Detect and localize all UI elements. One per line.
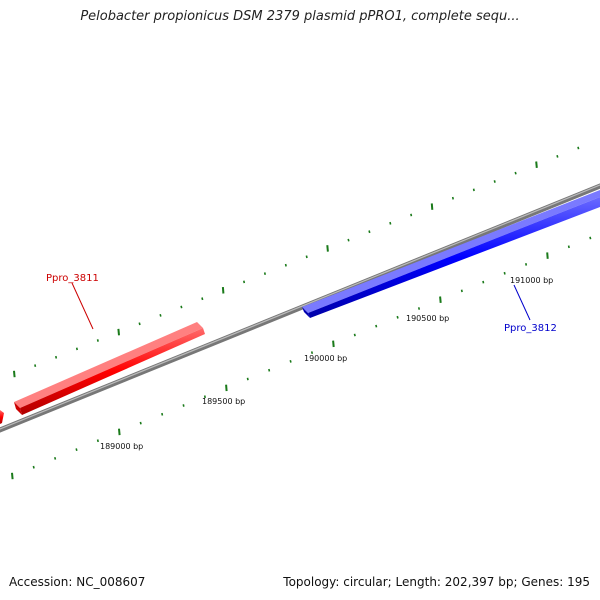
inner-ruler-tick xyxy=(460,289,463,293)
outer-ruler-ticks xyxy=(13,146,580,378)
outer-ruler-tick xyxy=(117,328,120,336)
inner-ruler-tick xyxy=(54,457,57,460)
outer-ruler-tick xyxy=(221,287,225,294)
inner-ruler-tick xyxy=(246,377,249,381)
inner-ruler-tick xyxy=(332,340,335,348)
inner-ruler-tick xyxy=(161,412,164,416)
accession-text: Accession: NC_008607 xyxy=(9,575,146,589)
outer-ruler-tick xyxy=(34,364,37,367)
inner-ruler-tick xyxy=(439,296,442,303)
outer-ruler-tick xyxy=(514,171,517,175)
ruler-label-190500: 190500 bp xyxy=(406,314,449,323)
ruler-label-190000: 190000 bp xyxy=(304,354,347,363)
outer-ruler-tick xyxy=(368,230,371,234)
inner-ruler-tick xyxy=(11,472,14,480)
ruler-label-189500: 189500 bp xyxy=(202,397,245,406)
inner-ruler-tick xyxy=(375,324,378,328)
outer-ruler-tick xyxy=(347,238,350,242)
gene-label-ppro-3812[interactable]: Ppro_3812 xyxy=(504,323,557,334)
ruler-label-189000: 189000 bp xyxy=(100,442,143,451)
inner-ruler-tick xyxy=(353,333,356,337)
outer-ruler-tick xyxy=(201,297,204,301)
backbone-highlight xyxy=(0,184,600,430)
outer-ruler-tick xyxy=(556,155,559,158)
inner-ruler-tick xyxy=(96,439,99,443)
inner-ruler-tick xyxy=(396,315,399,319)
label-leader-ppro-3812 xyxy=(513,284,531,321)
page-title: Pelobacter propionicus DSM 2379 plasmid … xyxy=(80,9,520,24)
outer-ruler-tick xyxy=(472,188,475,192)
inner-ruler-tick xyxy=(139,421,142,425)
inner-ruler-tick xyxy=(589,236,592,240)
inner-ruler-tick xyxy=(182,404,185,407)
outer-ruler-tick xyxy=(389,221,392,225)
outer-ruler-tick xyxy=(493,180,496,183)
label-leader-ppro-3811 xyxy=(71,282,94,330)
outer-ruler-tick xyxy=(96,339,99,342)
outer-ruler-tick xyxy=(159,314,162,317)
outer-ruler-tick xyxy=(451,196,454,200)
outer-ruler-tick xyxy=(305,255,308,259)
outer-ruler-tick xyxy=(535,161,538,168)
inner-ruler-tick xyxy=(567,245,570,249)
inner-ruler-tick xyxy=(482,280,485,284)
backbone-line xyxy=(0,183,600,433)
outer-ruler-tick xyxy=(13,370,16,378)
inner-ruler-tick xyxy=(225,384,228,392)
inner-ruler-tick xyxy=(118,428,121,436)
inner-ruler-tick xyxy=(310,351,314,354)
outer-ruler-tick xyxy=(410,213,413,217)
outer-ruler-tick xyxy=(326,245,329,252)
gene-fragment-left[interactable] xyxy=(0,410,4,424)
ruler-label-191000: 191000 bp xyxy=(510,276,553,285)
gene-label-ppro-3811[interactable]: Ppro_3811 xyxy=(46,273,99,284)
inner-ruler-tick xyxy=(203,395,206,399)
gene-ppro-3812[interactable] xyxy=(302,190,600,318)
inner-ruler-tick xyxy=(546,252,549,259)
inner-ruler-tick xyxy=(32,465,35,469)
outer-ruler-tick xyxy=(180,305,183,309)
outer-ruler-tick xyxy=(284,263,287,267)
outer-ruler-tick xyxy=(263,272,266,275)
inner-ruler-ticks xyxy=(11,236,592,480)
outer-ruler-tick xyxy=(138,322,141,326)
outer-ruler-tick xyxy=(430,203,434,210)
gene-ppro-3811[interactable] xyxy=(14,322,205,415)
outer-ruler-tick xyxy=(243,280,246,284)
outer-ruler-tick xyxy=(75,347,78,351)
inner-ruler-tick xyxy=(268,368,271,372)
inner-ruler-tick xyxy=(417,307,421,310)
sequence-summary: Topology: circular; Length: 202,397 bp; … xyxy=(283,575,590,589)
inner-ruler-tick xyxy=(289,360,292,363)
outer-ruler-tick xyxy=(55,355,58,359)
inner-ruler-tick xyxy=(75,448,78,451)
inner-ruler-tick xyxy=(525,263,528,266)
outer-ruler-tick xyxy=(577,146,580,150)
inner-ruler-tick xyxy=(503,271,506,275)
